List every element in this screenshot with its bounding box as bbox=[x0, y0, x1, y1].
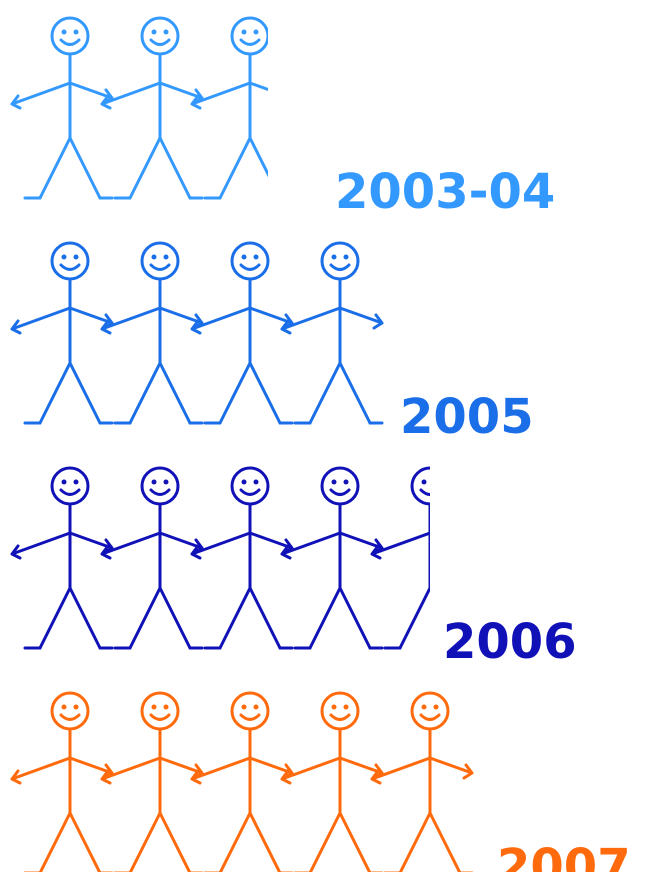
category-label: 2003-04 bbox=[335, 164, 555, 220]
category-label: 2005 bbox=[400, 389, 534, 445]
category-label: 2006 bbox=[443, 614, 577, 670]
chart: 2003-04 2005 2006 2007 bbox=[0, 0, 649, 872]
pictogram-row bbox=[12, 243, 382, 423]
pictogram-row bbox=[12, 693, 472, 872]
category-label: 2007 bbox=[497, 839, 631, 872]
pictogram-row bbox=[12, 468, 472, 648]
pictogram-row bbox=[12, 18, 292, 198]
